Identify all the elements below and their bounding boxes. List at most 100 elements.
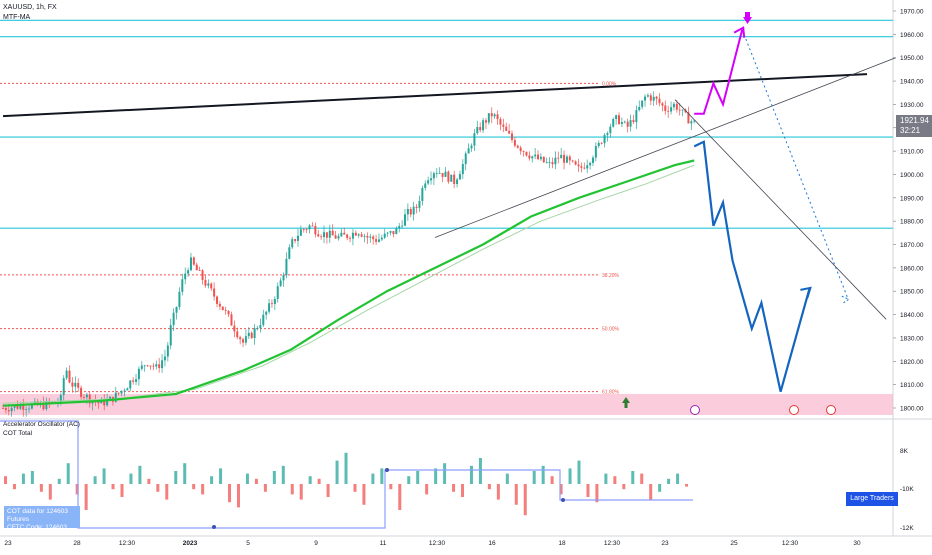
candle-body [505, 126, 508, 131]
candle-body [346, 234, 349, 238]
candle-body [681, 109, 684, 111]
candle-body [59, 394, 62, 403]
candle-body [551, 162, 554, 165]
oscillator-bar [236, 484, 240, 508]
oscillator-bar [165, 484, 169, 500]
candle-body [589, 162, 592, 166]
candle-body [450, 174, 453, 182]
candle-body [198, 270, 201, 272]
candle-body [412, 206, 415, 215]
candle-body [129, 380, 132, 389]
oscillator-bar [138, 465, 142, 484]
oscillator-bar [183, 463, 187, 484]
oscillator-bar [201, 484, 205, 495]
y-tick-label-11: 1860.00 [900, 265, 924, 272]
candle-body [667, 110, 670, 112]
oscillator-bar [514, 484, 518, 505]
candle-body [210, 283, 213, 289]
candle-body [638, 106, 641, 111]
bearish-arrowhead [800, 286, 812, 299]
x-tick-label-11: 23 [661, 540, 669, 547]
candle-body [363, 235, 366, 237]
candle-body [377, 239, 380, 242]
oscillator-bar [478, 458, 482, 484]
candle-body [247, 332, 250, 337]
cot-point-3 [561, 498, 565, 502]
candle-body [644, 96, 647, 101]
y-tick-label-1: 1960.00 [900, 32, 924, 39]
candle-body [629, 120, 632, 127]
candle-body [74, 382, 77, 387]
x-tick-label-14: 30 [853, 540, 861, 547]
candle-body [201, 270, 204, 280]
candle-body [132, 380, 135, 382]
candle-body [282, 275, 285, 281]
candle-body [149, 365, 152, 367]
candle-body [213, 288, 216, 297]
oscillator-bar [335, 460, 339, 484]
candle-body [80, 387, 83, 398]
candle-body [432, 173, 435, 179]
cot-step-line [0, 420, 693, 529]
candle-body [525, 151, 528, 156]
y-tick-label-6: 1910.00 [900, 149, 924, 156]
candle-body [166, 345, 169, 357]
candle-body [646, 95, 649, 97]
candle-body [430, 178, 433, 181]
resistance-trendline [2, 73, 868, 118]
candle-body [548, 162, 551, 163]
target-arrow-stem [745, 12, 750, 18]
oscillator-bar [156, 484, 160, 492]
candle-body [395, 228, 398, 235]
oscillator-title: Accelerator Oscillator (AC) [3, 421, 80, 428]
candle-body [534, 154, 537, 157]
projection-dotted-line [741, 29, 849, 299]
candle-body [516, 145, 519, 148]
candle-body [82, 397, 85, 398]
candle-body [308, 225, 311, 230]
oscillator-bar [434, 468, 438, 484]
candle-body [537, 154, 540, 160]
oscillator-bar [685, 484, 689, 487]
candle-body [664, 105, 667, 111]
oscillator-bar [505, 473, 509, 484]
candle-body [328, 230, 331, 238]
oscillator-bar [30, 471, 34, 484]
candle-body [68, 370, 71, 383]
oscillator-bar [12, 484, 16, 490]
y-tick-label-0: 1970.00 [900, 9, 924, 16]
fib-label-2: 50.00% [602, 327, 620, 333]
candle-body [502, 124, 505, 127]
candle-body [620, 122, 623, 125]
candle-body [207, 283, 210, 286]
oscillator-bar [308, 476, 312, 484]
candle-body [88, 394, 91, 404]
candle-body [45, 400, 48, 410]
oscillator-bar [317, 478, 321, 484]
osc-axis-label-2: -12K [900, 525, 914, 532]
candle-body [135, 379, 138, 382]
candle-body [380, 237, 383, 240]
candle-body [580, 166, 583, 168]
candle-body [635, 110, 638, 123]
candle-body [649, 95, 652, 101]
candle-body [487, 113, 490, 123]
candle-body [424, 183, 427, 188]
candle-body [155, 364, 158, 367]
large-traders-badge[interactable]: Large Traders [846, 492, 898, 506]
candle-body [4, 408, 7, 411]
oscillator-bar [407, 476, 411, 484]
candle-body [22, 405, 25, 410]
candle-body [435, 173, 438, 174]
candle-body [13, 405, 16, 408]
y-tick-label-3: 1940.00 [900, 79, 924, 86]
candle-body [85, 394, 88, 398]
candle-body [340, 232, 343, 237]
cot-title: COT Total [3, 430, 33, 437]
oscillator-bar [640, 473, 644, 484]
candle-body [479, 127, 482, 131]
candle-body [2, 408, 4, 409]
candle-body [143, 365, 146, 367]
candle-body [288, 247, 291, 259]
